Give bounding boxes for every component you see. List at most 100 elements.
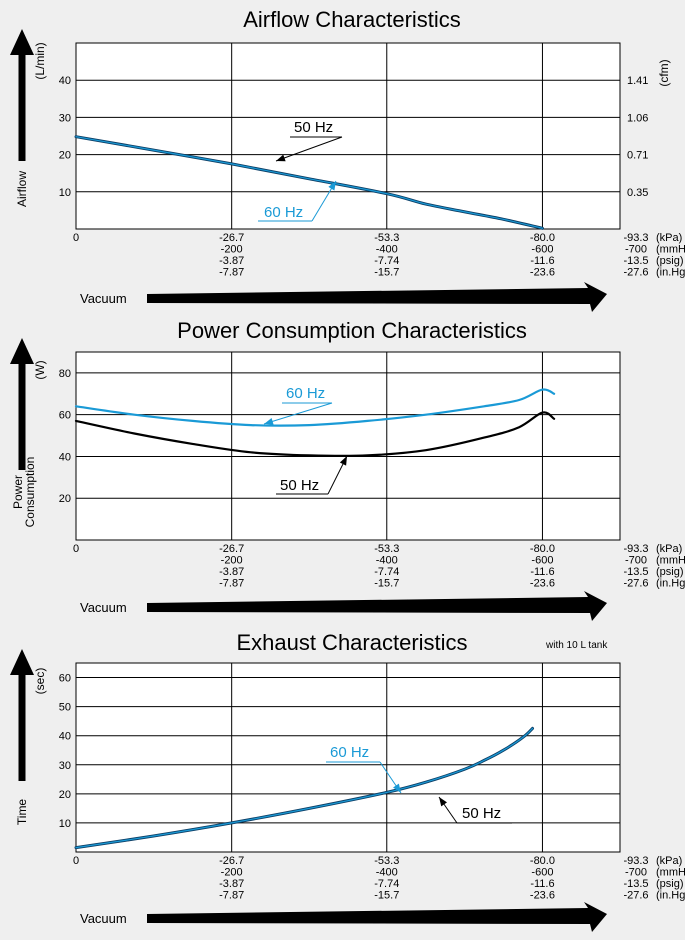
x-unit-label: (in.Hg) xyxy=(656,890,685,902)
x-unit-label: (in.Hg) xyxy=(656,578,685,590)
label-60hz-airflow: 60 Hz xyxy=(258,180,337,222)
vacuum-axis-arrow: Vacuum xyxy=(80,591,607,621)
x-tick-label: -400 xyxy=(376,867,398,879)
y-axis-label: Time xyxy=(15,799,29,826)
y-tick-label: 20 xyxy=(59,789,71,801)
series-label: 50 Hz xyxy=(280,477,319,494)
series-label: 50 Hz xyxy=(462,805,501,822)
series-label: 50 Hz xyxy=(294,119,333,136)
y-unit: (sec) xyxy=(33,668,47,695)
x-tick-label: -27.6 xyxy=(623,578,648,590)
x-tick-label: -23.6 xyxy=(530,267,555,279)
vacuum-arrow-shape xyxy=(147,902,607,932)
x-tick-label: -200 xyxy=(221,244,243,256)
x-tick-label: 0 xyxy=(73,855,79,867)
x-unit-label: (psig) xyxy=(656,255,684,267)
y-tick-label: 20 xyxy=(59,150,71,162)
x-unit-label: (kPa) xyxy=(656,855,682,867)
x-unit-label: (kPa) xyxy=(656,232,682,244)
x-tick-label: -26.7 xyxy=(219,855,244,867)
label-50hz-exhaust: 50 Hz xyxy=(438,796,512,824)
plot-area xyxy=(75,351,621,541)
x-tick-label: -7.74 xyxy=(374,878,399,890)
y-tick-label: 40 xyxy=(59,75,71,87)
x-tick-label: -200 xyxy=(221,555,243,567)
x-tick-label: -26.7 xyxy=(219,232,244,244)
y-tick-label: 30 xyxy=(59,760,71,772)
x-tick-label: -93.3 xyxy=(623,543,648,555)
series-line-50hz xyxy=(74,411,556,458)
label-50hz-airflow: 50 Hz xyxy=(275,119,343,162)
label-50hz-power: 50 Hz xyxy=(276,455,348,495)
x-tick-label: 0 xyxy=(73,232,79,244)
x-tick-label: -700 xyxy=(625,867,647,879)
x-tick-label: -7.87 xyxy=(219,890,244,902)
x-tick-label: -3.87 xyxy=(219,566,244,578)
x-tick-label: -700 xyxy=(625,244,647,256)
x-tick-label: -13.5 xyxy=(623,566,648,578)
y-tick-label: 40 xyxy=(59,731,71,743)
y-tick-label: 60 xyxy=(59,673,71,685)
y2-tick-label: 1.41 xyxy=(627,75,648,87)
y-axis-arrow xyxy=(10,29,34,161)
y-tick-label: 20 xyxy=(59,493,71,505)
vacuum-axis-arrow: Vacuum xyxy=(80,902,607,932)
plot-area xyxy=(75,42,621,230)
x-tick-label: -7.74 xyxy=(374,566,399,578)
series-line-60hz xyxy=(74,388,556,427)
y-unit: (W) xyxy=(33,360,47,379)
x-tick-label: -11.6 xyxy=(530,255,554,267)
chart-annotation: with 10 L tank xyxy=(545,640,608,651)
y-tick-label: 80 xyxy=(59,368,71,380)
x-tick-label: -80.0 xyxy=(530,543,555,555)
chart-title: Exhaust Characteristics xyxy=(236,630,467,655)
x-tick-label: -7.87 xyxy=(219,578,244,590)
label-60hz-exhaust: 60 Hz xyxy=(326,744,402,794)
plot-area xyxy=(75,662,621,853)
x-tick-label: -93.3 xyxy=(623,232,648,244)
vacuum-arrow-shape xyxy=(147,282,607,312)
y-axis-arrow xyxy=(10,649,34,781)
y-tick-label: 40 xyxy=(59,451,71,463)
x-tick-label: -400 xyxy=(376,555,398,567)
x-tick-label: -600 xyxy=(531,867,553,879)
x-tick-label: -600 xyxy=(531,244,553,256)
x-tick-label: -23.6 xyxy=(530,578,555,590)
x-unit-label: (mmHg) xyxy=(656,867,685,879)
x-tick-label: -15.7 xyxy=(374,267,399,279)
x-tick-label: -3.87 xyxy=(219,878,244,890)
y2-tick-label: 0.71 xyxy=(627,150,648,162)
x-tick-label: -3.87 xyxy=(219,255,244,267)
x-tick-label: -700 xyxy=(625,555,647,567)
x-tick-label: -53.3 xyxy=(374,855,399,867)
x-tick-label: -7.87 xyxy=(219,267,244,279)
vacuum-label: Vacuum xyxy=(80,600,127,615)
x-tick-label: -27.6 xyxy=(623,890,648,902)
x-tick-label: -53.3 xyxy=(374,232,399,244)
y-axis-label: Airflow xyxy=(15,171,29,207)
x-unit-label: (in.Hg) xyxy=(656,267,685,279)
y-unit: (L/min) xyxy=(33,42,47,79)
y-tick-label: 30 xyxy=(59,112,71,124)
y-tick-label: 10 xyxy=(59,818,71,830)
label-60hz-power: 60 Hz xyxy=(263,385,333,425)
x-unit-label: (psig) xyxy=(656,878,684,890)
x-tick-label: -93.3 xyxy=(623,855,648,867)
x-tick-label: -80.0 xyxy=(530,855,555,867)
x-tick-label: 0 xyxy=(73,543,79,555)
x-unit-label: (kPa) xyxy=(656,543,682,555)
y2-tick-label: 0.35 xyxy=(627,187,648,199)
series-line-60hz xyxy=(75,136,544,229)
x-tick-label: -15.7 xyxy=(374,578,399,590)
x-tick-label: -23.6 xyxy=(530,890,555,902)
series-label: 60 Hz xyxy=(286,385,325,402)
y2-unit: (cfm) xyxy=(657,59,671,86)
chart-title: Airflow Characteristics xyxy=(243,7,461,32)
series-line-60hz xyxy=(75,727,534,849)
chart-title: Power Consumption Characteristics xyxy=(177,318,527,343)
x-tick-label: -7.74 xyxy=(374,255,399,267)
y2-tick-label: 1.06 xyxy=(627,112,648,124)
x-tick-label: -600 xyxy=(531,555,553,567)
vacuum-axis-arrow: Vacuum xyxy=(80,282,607,312)
